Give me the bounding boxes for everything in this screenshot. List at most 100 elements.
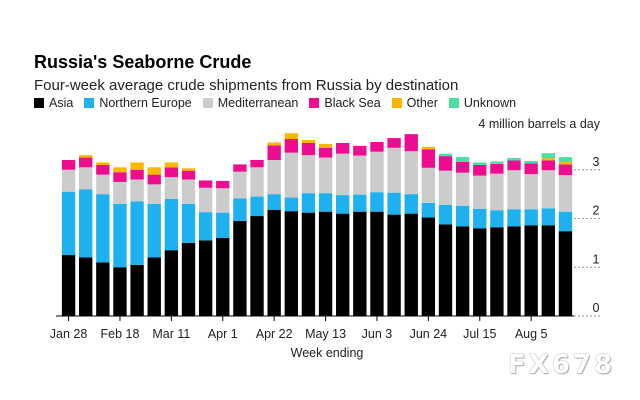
- bar-segment-mediterranean-28: [541, 170, 555, 209]
- bar-segment-black-sea-9: [216, 180, 230, 189]
- legend-label-northern-europe: Northern Europe: [99, 96, 192, 110]
- bar-segment-black-sea-25: [490, 163, 504, 174]
- y-axis-unit-label: 4 million barrels a day: [478, 117, 600, 131]
- bar-segment-black-sea-1: [79, 157, 93, 168]
- bar-segment-black-sea-14: [301, 142, 316, 156]
- bar-segment-northern-europe-24: [473, 208, 487, 229]
- bar-segment-other-12: [267, 142, 281, 146]
- x-tick-label-feb-18: Feb 18: [101, 327, 140, 341]
- bar-segment-black-sea-18: [370, 141, 384, 152]
- bar-segment-mediterranean-17: [353, 155, 367, 195]
- bar-segment-black-sea-26: [507, 160, 521, 171]
- bar-segment-asia-3: [113, 267, 127, 316]
- bar-segment-other-5: [147, 167, 161, 175]
- x-tick-label-aug-5: Aug 5: [515, 327, 548, 341]
- legend: Asia Northern Europe Mediterranean Black…: [34, 96, 516, 110]
- bar-segment-black-sea-24: [473, 164, 487, 176]
- bar-segment-asia-20: [404, 213, 418, 317]
- bar-segment-mediterranean-18: [370, 151, 384, 193]
- bars-layer: [61, 133, 573, 317]
- bar-segment-black-sea-20: [404, 134, 418, 152]
- bar-segment-black-sea-8: [198, 180, 213, 188]
- bar-segment-mediterranean-15: [318, 157, 333, 194]
- bar-segment-asia-13: [284, 211, 298, 316]
- bar-segment-asia-12: [267, 209, 281, 316]
- bar-segment-mediterranean-2: [96, 174, 110, 195]
- bar-segment-unknown-24: [473, 162, 487, 165]
- bar-segment-black-sea-15: [318, 147, 333, 158]
- bar-segment-other-1: [79, 155, 93, 158]
- bar-segment-asia-23: [455, 226, 470, 316]
- bar-segment-asia-18: [370, 211, 384, 316]
- bar-segment-mediterranean-27: [524, 174, 538, 210]
- bar-segment-mediterranean-0: [61, 169, 76, 192]
- bar-segment-black-sea-28: [541, 160, 555, 171]
- bar-segment-northern-europe-5: [147, 203, 161, 258]
- bar-segment-other-2: [96, 162, 110, 165]
- chart-subtitle: Four-week average crude shipments from R…: [34, 77, 459, 94]
- legend-item-unknown: Unknown: [448, 96, 517, 110]
- legend-swatch-mediterranean: [202, 98, 213, 108]
- bar-segment-northern-europe-23: [455, 205, 470, 227]
- bar-segment-asia-5: [147, 257, 161, 316]
- legend-label-other: Other: [406, 96, 438, 110]
- bar-segment-black-sea-3: [113, 172, 127, 182]
- bar-segment-mediterranean-10: [233, 171, 247, 199]
- bar-segment-mediterranean-1: [79, 167, 93, 190]
- bar-segment-black-sea-0: [61, 160, 76, 170]
- bar-segment-northern-europe-4: [130, 201, 144, 265]
- bar-segment-asia-17: [353, 211, 367, 316]
- bar-segment-unknown-28: [541, 153, 555, 159]
- bar-segment-other-6: [164, 162, 179, 168]
- legend-label-asia: Asia: [49, 96, 74, 110]
- bar-segment-northern-europe-19: [387, 192, 401, 215]
- bar-segment-asia-28: [541, 225, 555, 316]
- bar-segment-black-sea-27: [524, 163, 538, 175]
- y-tick-label-1: 1: [593, 252, 600, 266]
- bar-segment-asia-0: [61, 255, 76, 316]
- legend-label-unknown: Unknown: [463, 96, 517, 110]
- legend-label-mediterranean: Mediterranean: [217, 96, 299, 110]
- bar-segment-northern-europe-2: [96, 194, 110, 263]
- bar-segment-mediterranean-14: [301, 155, 316, 194]
- bar-segment-northern-europe-6: [164, 199, 179, 251]
- bar-segment-asia-8: [198, 240, 213, 316]
- x-tick-label-jan-28: Jan 28: [50, 327, 88, 341]
- bar-segment-black-sea-13: [284, 139, 298, 153]
- x-tick-label-may-13: May 13: [305, 327, 346, 341]
- x-axis-label: Week ending: [291, 346, 364, 360]
- bar-segment-asia-27: [524, 225, 538, 316]
- bar-segment-northern-europe-1: [79, 189, 93, 258]
- bar-segment-unknown-23: [455, 157, 470, 162]
- legend-swatch-other: [391, 98, 402, 108]
- bar-segment-northern-europe-15: [318, 193, 333, 212]
- bar-segment-asia-21: [421, 217, 436, 316]
- bar-segment-northern-europe-25: [490, 210, 504, 228]
- bar-segment-other-13: [284, 133, 298, 140]
- bar-segment-black-sea-2: [96, 164, 110, 175]
- legend-swatch-northern-europe: [84, 98, 95, 108]
- bar-segment-mediterranean-12: [267, 160, 281, 195]
- y-tick-label-2: 2: [593, 204, 600, 218]
- bar-segment-asia-11: [250, 216, 264, 316]
- x-tick-label-apr-1: Apr 1: [208, 327, 238, 341]
- bar-segment-northern-europe-14: [301, 193, 316, 213]
- bar-segment-mediterranean-6: [164, 177, 179, 199]
- bar-segment-northern-europe-29: [558, 211, 573, 232]
- x-tick-label-apr-22: Apr 22: [256, 327, 293, 341]
- bar-segment-northern-europe-0: [61, 191, 76, 256]
- bar-segment-unknown-27: [524, 160, 538, 164]
- bar-segment-black-sea-29: [558, 164, 573, 176]
- bar-segment-unknown-29: [558, 157, 573, 162]
- bar-segment-asia-22: [438, 224, 453, 316]
- bar-segment-other-7: [181, 168, 196, 171]
- bar-segment-mediterranean-20: [404, 151, 418, 195]
- bar-segment-unknown-26: [507, 158, 521, 161]
- bar-segment-mediterranean-19: [387, 147, 401, 193]
- bar-segment-northern-europe-7: [181, 203, 196, 243]
- legend-swatch-asia: [34, 98, 44, 108]
- bar-segment-other-21: [421, 146, 436, 150]
- bar-segment-black-sea-4: [130, 169, 144, 180]
